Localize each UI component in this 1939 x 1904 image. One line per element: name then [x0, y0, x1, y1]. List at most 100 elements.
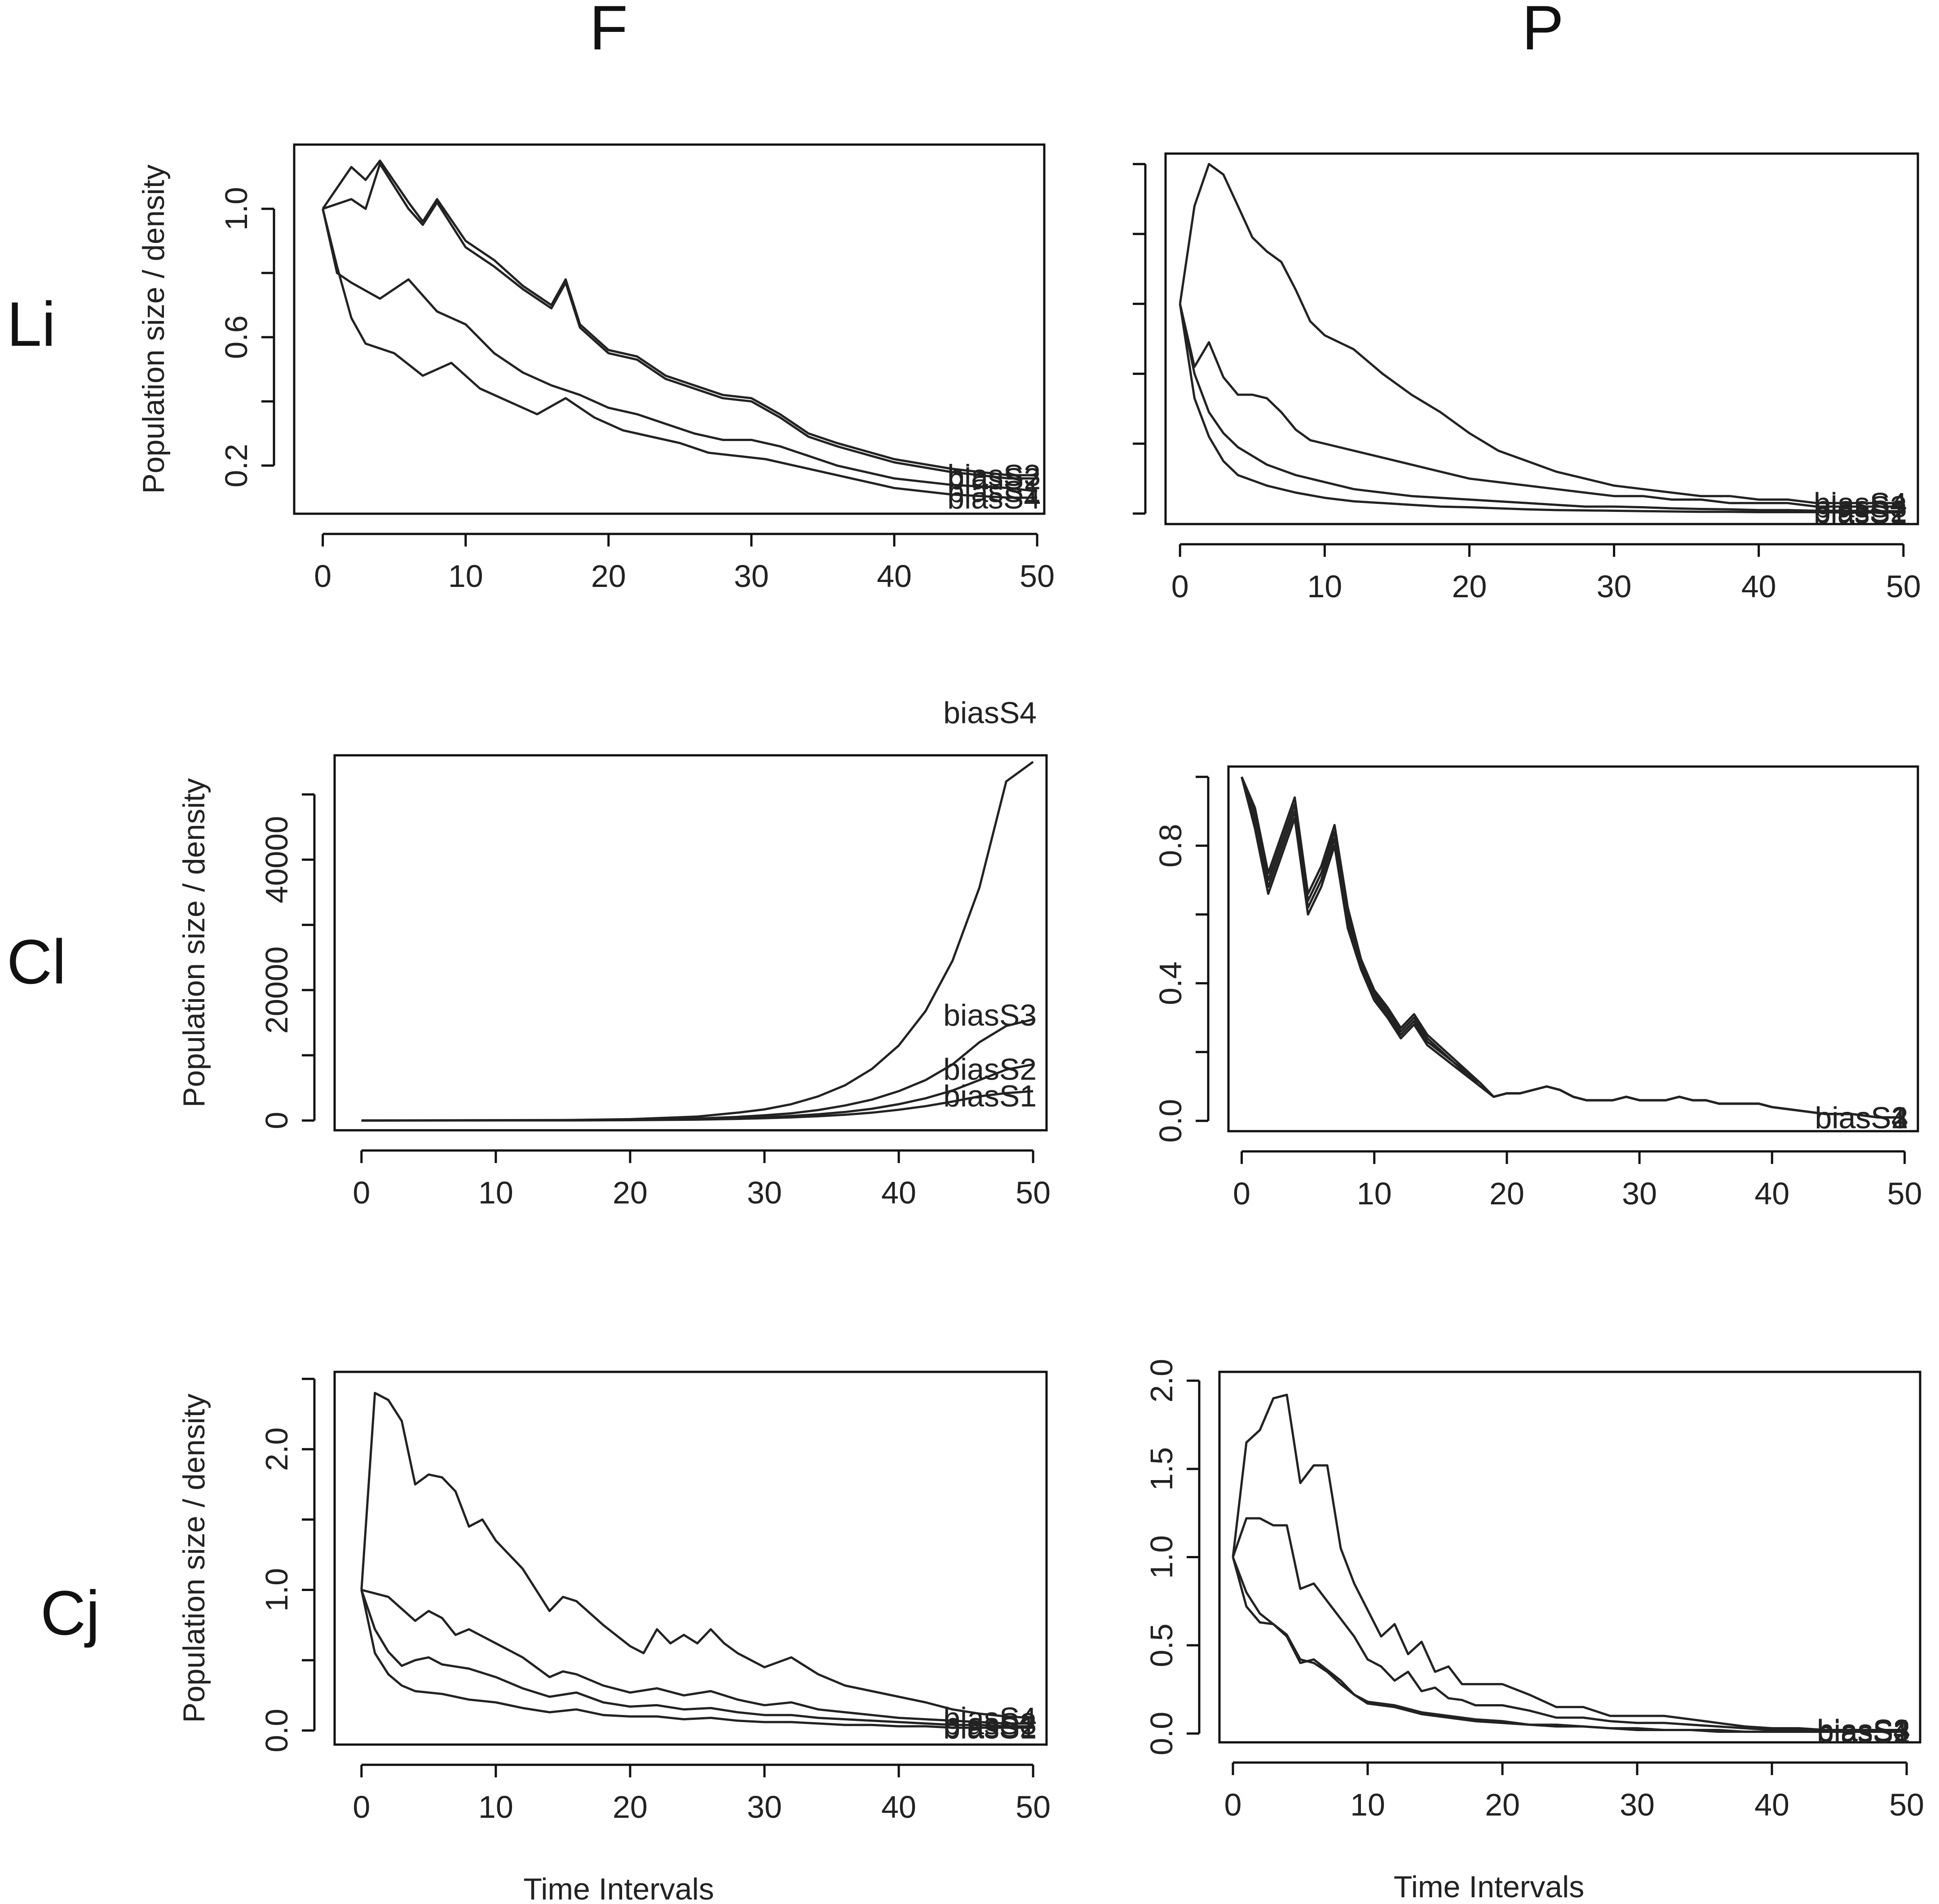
series-line-biass2	[1179, 304, 1904, 512]
series-line-biass1	[1179, 304, 1904, 514]
x-tick-label: 50	[1887, 1176, 1922, 1211]
series-line-biass2	[322, 163, 1038, 480]
y-tick-label: 0.6	[219, 315, 254, 359]
series-line-biass4	[1241, 776, 1905, 1119]
x-tick-label: 10	[1350, 1787, 1385, 1822]
x-tick-label: 40	[881, 1789, 916, 1825]
series-line-biass3	[1179, 304, 1904, 508]
x-tick-label: 30	[747, 1175, 782, 1210]
y-tick-label: 0.0	[1153, 1099, 1188, 1142]
series-line-biass3	[1232, 1517, 1907, 1731]
x-tick-label: 0	[353, 1175, 370, 1210]
series-line-biass4	[1179, 163, 1904, 504]
x-tick-label: 30	[1620, 1787, 1655, 1822]
series-line-biass4	[360, 1392, 1034, 1719]
series-line-biass2	[1232, 1556, 1907, 1733]
series-label-biass3: biasS3	[1814, 490, 1907, 524]
panel-cl-p: 0 10 20 30 40 500.00.40.8biasS4biasS3biasS2bi…	[1153, 765, 1922, 1211]
panel-li-f: 0 10 20 30 40 50 0.2 0.6 1.0 Population size / de…	[137, 143, 1055, 594]
series-label-biass1: biasS1	[1814, 496, 1907, 530]
row-label-li: Li	[7, 289, 56, 359]
y-tick-label: 0.8	[1153, 824, 1188, 868]
series-line-biass2	[360, 1589, 1034, 1728]
x-tick-label: 40	[881, 1175, 916, 1210]
series-line-biass1	[322, 208, 1038, 493]
x-tick-label: 50	[1020, 559, 1055, 594]
x-tick-label: 0	[1233, 1176, 1250, 1211]
y-tick-label: 1.0	[219, 187, 254, 230]
y-tick-label: 2.0	[1144, 1359, 1179, 1402]
series-line-biass3	[1241, 776, 1905, 1119]
series-label-biass1: biasS1	[947, 475, 1041, 509]
x-tick-label: 20	[591, 559, 626, 594]
series-line-biass1	[360, 1589, 1034, 1729]
y-tick-label: 0	[259, 1112, 294, 1129]
x-tick-label: 10	[1357, 1176, 1392, 1211]
x-tick-label: 0	[314, 559, 331, 594]
x-tick-label: 20	[1489, 1176, 1524, 1211]
series-label-biass1: biasS1	[1815, 1101, 1908, 1135]
x-tick-label: 10	[478, 1175, 513, 1210]
series-line-biass3	[361, 1589, 1034, 1725]
y-tick-label: 2.0	[259, 1428, 294, 1471]
plot-frame	[1227, 765, 1919, 1133]
series-line-biass3	[322, 159, 1038, 476]
y-axis-title: Population size / density	[137, 164, 171, 494]
x-tick-label: 10	[448, 559, 483, 594]
series-line-biass1	[1241, 776, 1905, 1119]
plot-frame	[293, 143, 1046, 515]
x-axis-title: Time Intervals	[523, 1872, 714, 1904]
series-label-biass1: biasS1	[1817, 1715, 1910, 1749]
x-tick-label: 30	[734, 559, 769, 594]
plot-frame	[333, 1371, 1048, 1746]
y-tick-label: 0.0	[259, 1709, 294, 1752]
x-tick-label: 30	[1597, 569, 1632, 604]
x-tick-label: 0	[353, 1789, 370, 1825]
y-tick-label: 0.0	[1144, 1712, 1179, 1755]
panel-cj-p: 0 10 20 30 40 50 0.0 0.5 1.0 1.5 2.0 Time Intervals…	[1144, 1359, 1924, 1904]
x-tick-label: 0	[1224, 1787, 1242, 1822]
series-line-biass4	[1232, 1393, 1907, 1731]
row-label-cj: Cj	[40, 1578, 100, 1648]
x-axis-title: Time Intervals	[1394, 1870, 1584, 1904]
y-axis-title: Population size / density	[177, 1393, 211, 1723]
y-tick-label: 0.5	[1144, 1623, 1179, 1667]
y-tick-label: 20000	[259, 946, 294, 1034]
series-line-biass1	[361, 1090, 1034, 1122]
x-tick-label: 20	[1452, 569, 1487, 604]
y-axis-title: Population size / density	[177, 778, 211, 1107]
y-tick-label: 0.4	[1153, 961, 1188, 1005]
y-tick-label: 40000	[259, 816, 294, 904]
x-tick-label: 10	[478, 1789, 513, 1825]
x-tick-label: 0	[1171, 569, 1189, 604]
series-line-biass2	[1241, 776, 1905, 1119]
x-tick-label: 30	[1622, 1176, 1657, 1211]
column-label-p: P	[1522, 0, 1564, 63]
series-label-biass4: biasS4	[943, 696, 1037, 730]
x-tick-label: 10	[1307, 569, 1342, 604]
series-label-biass3: biasS3	[943, 998, 1037, 1032]
x-tick-label: 40	[877, 559, 912, 594]
y-tick-label: 0.2	[219, 444, 254, 487]
series-line-biass2	[361, 1063, 1034, 1122]
x-tick-label: 40	[1741, 569, 1776, 604]
plot-frame	[1164, 152, 1919, 525]
x-tick-label: 50	[1016, 1789, 1051, 1825]
x-tick-label: 20	[613, 1789, 648, 1825]
series-label-biass3: biasS3	[1817, 1714, 1910, 1748]
series-label-biass2: biasS2	[943, 1052, 1037, 1086]
x-tick-label: 40	[1754, 1787, 1789, 1822]
x-tick-label: 50	[1886, 569, 1921, 604]
series-line-biass1	[1232, 1556, 1907, 1733]
x-tick-label: 20	[613, 1175, 648, 1210]
x-tick-label: 50	[1016, 1175, 1051, 1210]
series-line-biass4	[322, 208, 1038, 499]
plot-frame	[1218, 1371, 1921, 1744]
y-tick-label: 1.0	[259, 1568, 294, 1612]
series-label-biass4: biasS4	[947, 481, 1041, 515]
y-tick-label: 1.5	[1144, 1447, 1179, 1490]
series-line-biass4	[361, 761, 1034, 1122]
plot-frame	[333, 754, 1048, 1132]
column-label-f: F	[589, 0, 628, 63]
